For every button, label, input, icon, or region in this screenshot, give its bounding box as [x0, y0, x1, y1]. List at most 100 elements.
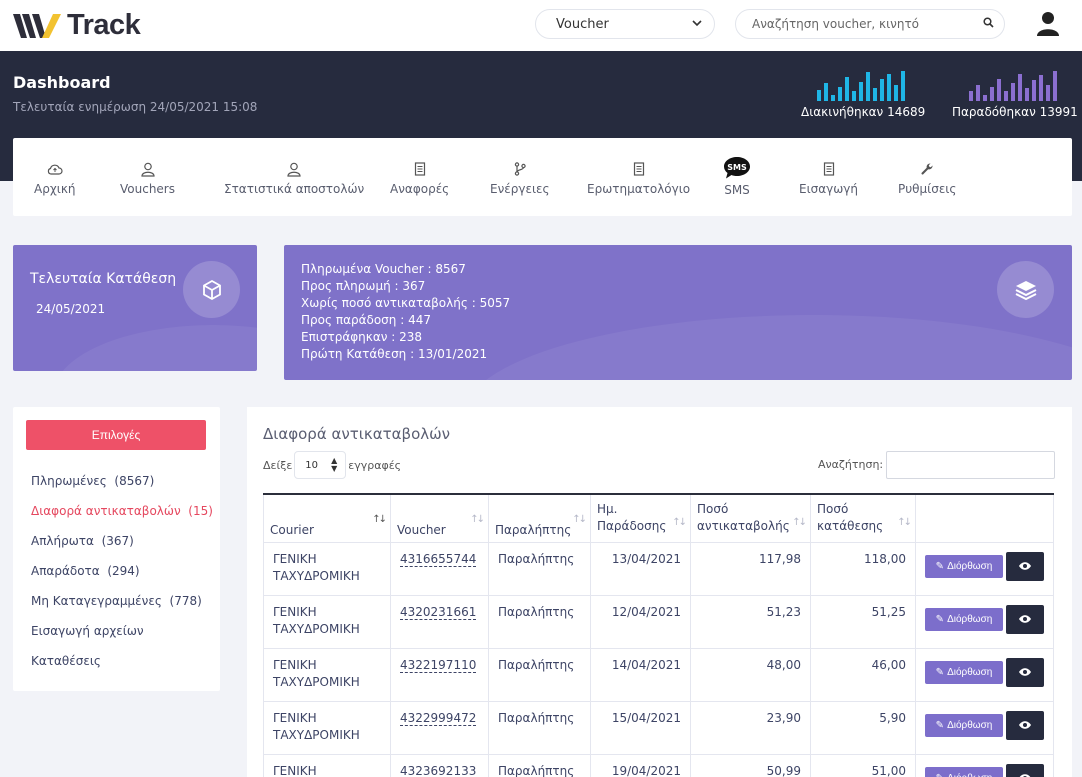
sidebar-item-undelivered[interactable]: Απαράδοτα (294)	[31, 564, 140, 578]
stat-bar	[1038, 75, 1043, 101]
logo[interactable]: Track	[13, 9, 141, 42]
edit-icon: ✎	[935, 666, 945, 678]
cell-cod: 23,90	[690, 700, 811, 755]
voucher-link[interactable]: 4322999472	[400, 710, 477, 726]
cell-courier: ΓΕΝΙΚΗ	[263, 753, 391, 777]
cell-date: 13/04/2021	[590, 541, 691, 596]
stat-bar	[859, 82, 864, 101]
fix-button[interactable]: ✎Διόρθωση	[925, 713, 1003, 737]
page-length-select[interactable]: 10 ▲ ▼	[294, 451, 347, 479]
stat-bar	[824, 83, 829, 101]
nav-item-sms[interactable]: SMS SMS	[723, 138, 751, 216]
view-button[interactable]	[1006, 604, 1044, 634]
sidebar-item-paid[interactable]: Πληρωμένες (8567)	[31, 474, 154, 488]
summary-to-deliver: Προς παράδοση : 447	[301, 313, 431, 327]
table-search-input[interactable]	[886, 451, 1055, 479]
summary-lines: Πληρωμένα Voucher : 8567 Προς πληρωμή : …	[301, 261, 510, 363]
cell-deposit: 118,00	[810, 541, 916, 596]
sort-icon: ↑↓	[372, 514, 387, 525]
chevron-down-icon	[692, 19, 702, 30]
nav-label: Εισαγωγή	[799, 182, 859, 196]
fix-button[interactable]: ✎Διόρθωση	[925, 554, 1003, 578]
nav-item-import[interactable]: Εισαγωγή	[799, 138, 858, 216]
stat-moved-label: Διακινήθηκαν 14689	[801, 105, 926, 119]
nav-item-home[interactable]: Αρχική	[34, 138, 76, 216]
search-icon[interactable]	[983, 17, 994, 31]
stat-bar	[838, 87, 843, 101]
sidebar-item-count: (8567)	[114, 474, 155, 488]
voucher-link[interactable]: 4320231661	[400, 604, 477, 620]
view-button[interactable]	[1006, 763, 1044, 777]
document-icon	[414, 160, 426, 178]
fix-button[interactable]: ✎Διόρθωση	[925, 607, 1003, 631]
fix-button[interactable]: ✎Διόρθωση	[925, 766, 1003, 777]
stat-bar	[845, 77, 850, 101]
view-button[interactable]	[1006, 710, 1044, 740]
column-header-recipient[interactable]: Παραλήπτης ↑↓	[488, 493, 591, 543]
show-prefix: Δείξε	[263, 458, 293, 472]
search-type-select[interactable]: Voucher	[535, 9, 715, 39]
view-button[interactable]	[1006, 551, 1044, 581]
user-icon[interactable]	[1036, 11, 1060, 37]
nav-item-actions[interactable]: Ενέργειες	[490, 138, 550, 216]
nav-item-shipment-stats[interactable]: Στατιστικά αποστολών	[224, 138, 364, 216]
summary-first-deposit: Πρώτη Κατάθεση : 13/01/2021	[301, 347, 488, 361]
last-deposit-title: Τελευταία Κατάθεση	[30, 271, 177, 287]
nav-label: Ενέργειες	[490, 182, 550, 196]
last-deposit-card: Τελευταία Κατάθεση 24/05/2021	[13, 245, 257, 371]
cell-date: 19/04/2021	[590, 753, 691, 777]
nav-item-reports[interactable]: Αναφορές	[390, 138, 449, 216]
sidebar-item-file-import[interactable]: Εισαγωγή αρχείων	[31, 624, 144, 638]
show-suffix: εγγραφές	[348, 458, 402, 472]
eye-icon	[1019, 774, 1031, 777]
sidebar-item-count: (778)	[169, 594, 202, 608]
table-row: ΓΕΝΙΚΗ ΤΑΧΥΔΡΟΜΙΚΗ 4322197110 Παραλήπτης …	[263, 647, 1054, 702]
cell-cod: 48,00	[690, 647, 811, 702]
view-button[interactable]	[1006, 657, 1044, 687]
user-icon	[140, 160, 155, 178]
sidebar-item-unpaid[interactable]: Απλήρωτα (367)	[31, 534, 134, 548]
sidebar-item-unregistered[interactable]: Μη Καταγεγραμμένες (778)	[31, 594, 202, 608]
cell-voucher: 4320231661	[390, 594, 489, 649]
search-input[interactable]	[752, 17, 983, 31]
nav-label: Ερωτηματολόγιο	[587, 182, 691, 196]
column-header-deposit-amount[interactable]: Ποσό κατάθεσης ↑↓	[810, 493, 916, 543]
stat-bar	[996, 79, 1001, 101]
fix-button[interactable]: ✎Διόρθωση	[925, 660, 1003, 684]
cell-cod: 117,98	[690, 541, 811, 596]
stat-bar	[1031, 80, 1036, 101]
column-header-voucher[interactable]: Voucher ↑↓	[390, 493, 489, 543]
voucher-link[interactable]: 4323692133	[400, 763, 477, 777]
sidebar-item-label: Απαράδοτα	[31, 564, 100, 578]
table-row: ΓΕΝΙΚΗ ΤΑΧΥΔΡΟΜΙΚΗ 4322999472 Παραλήπτης …	[263, 700, 1054, 755]
cell-courier: ΓΕΝΙΚΗ ΤΑΧΥΔΡΟΜΙΚΗ	[263, 647, 391, 702]
sidebar-item-deposits[interactable]: Καταθέσεις	[31, 654, 101, 668]
sidebar-item-cod-difference[interactable]: Διαφορά αντικαταβολών (15)	[31, 504, 213, 518]
sidebar-item-label: Πληρωμένες	[31, 474, 107, 488]
options-button[interactable]: Επιλογές	[26, 420, 206, 450]
column-header-cod-amount[interactable]: Ποσό αντικαταβολής ↑↓	[690, 493, 811, 543]
voucher-link[interactable]: 4322197110	[400, 657, 477, 673]
summary-no-cod: Χωρίς ποσό αντικαταβολής : 5057	[301, 296, 511, 310]
cell-cod: 51,23	[690, 594, 811, 649]
sidebar-item-label: Καταθέσεις	[31, 654, 101, 668]
cod-difference-panel: Διαφορά αντικαταβολών Δείξε 10 ▲ ▼ εγγραφ…	[247, 407, 1072, 777]
column-header-courier[interactable]: Courier ↑↓	[263, 493, 391, 543]
nav-item-vouchers[interactable]: Vouchers	[120, 138, 175, 216]
cell-deposit: 46,00	[810, 647, 916, 702]
nav-item-questionnaire[interactable]: Ερωτηματολόγιο	[587, 138, 690, 216]
page-title: Dashboard	[13, 73, 111, 92]
sort-icon: ↑↓	[672, 517, 687, 528]
column-header-delivery-date[interactable]: Ημ. Παράδοσης ↑↓	[590, 493, 691, 543]
voucher-link[interactable]: 4316655744	[400, 551, 477, 567]
table-row: ΓΕΝΙΚΗ ΤΑΧΥΔΡΟΜΙΚΗ 4316655744 Παραλήπτης …	[263, 541, 1054, 596]
sidebar-item-count: (15)	[188, 504, 213, 518]
user-icon	[287, 160, 301, 178]
nav-item-settings[interactable]: Ρυθμίσεις	[898, 138, 956, 216]
search-type-value: Voucher	[556, 16, 609, 32]
last-update-text: Τελευταία ενημέρωση 24/05/2021 15:08	[13, 100, 258, 114]
cell-actions: ✎Διόρθωση	[915, 753, 1054, 777]
sidebar-item-label: Απλήρωτα	[31, 534, 94, 548]
panel-title: Διαφορά αντικαταβολών	[263, 425, 451, 443]
cell-actions: ✎Διόρθωση	[915, 647, 1054, 702]
